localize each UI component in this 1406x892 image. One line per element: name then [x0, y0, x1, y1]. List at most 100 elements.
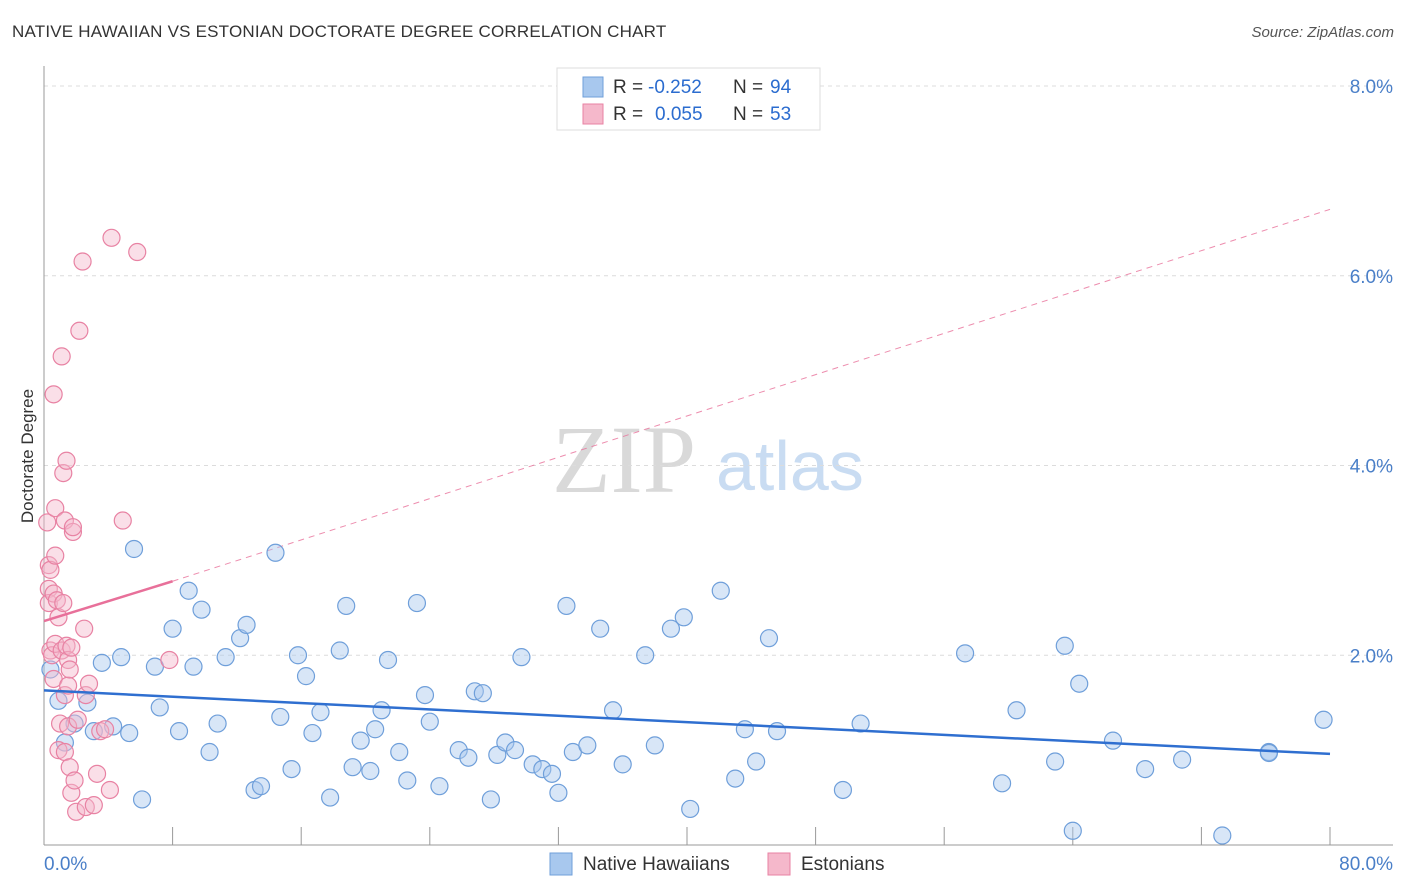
series-legend: Native Hawaiians Estonians: [549, 852, 884, 876]
estonians-point-11: [44, 385, 63, 404]
estonians-point-38: [70, 321, 89, 340]
native-hawaiians-point-47: [430, 777, 449, 796]
native-hawaiians-point-82: [1007, 701, 1026, 720]
native-hawaiians-point-87: [1103, 731, 1123, 750]
native-hawaiians-points: [41, 539, 1333, 845]
native-hawaiians-point-56: [512, 648, 531, 667]
native-hawaiians-point-20: [208, 714, 227, 733]
stats-legend: R = -0.252 N = 94 R = 0.055 N = 53: [556, 67, 821, 131]
native-hawaiians-point-45: [415, 685, 435, 705]
native-hawaiians-point-84: [1055, 636, 1074, 655]
estonians-point-14: [49, 741, 68, 760]
y-tick-label-1: 4.0%: [1350, 457, 1393, 478]
y-tick-label-3: 8.0%: [1350, 77, 1393, 98]
estonians-point-17: [52, 347, 71, 366]
native-hawaiians-point-88: [1136, 759, 1155, 779]
y-tick-labels: 2.0% 4.0% 6.0% 8.0%: [1350, 77, 1393, 667]
estonians-point-35: [65, 771, 84, 790]
gridlines: [44, 85, 1393, 656]
estonians-point-39: [73, 252, 92, 271]
trend-lines: [43, 580, 1331, 756]
native-hawaiians-point-44: [407, 593, 427, 613]
native-hawaiians-point-35: [337, 596, 356, 616]
native-hawaiians-point-55: [505, 741, 525, 760]
legend-n-label-2: N =: [733, 104, 763, 125]
native-hawaiians-point-51: [473, 684, 492, 703]
estonians-point-44: [84, 796, 103, 815]
native-hawaiians-point-4: [78, 693, 97, 712]
estonians-point-49: [102, 228, 121, 247]
legend-swatch-native-hawaiians: [582, 76, 604, 98]
legend-r-label-2: R =: [613, 104, 643, 125]
native-hawaiians-point-23: [237, 615, 256, 634]
native-hawaiians-point-0: [41, 660, 60, 679]
legend-swatch-estonians: [582, 103, 604, 125]
native-hawaiians-point-67: [636, 646, 655, 665]
bottom-legend-estonians: Estonians: [801, 854, 884, 875]
native-hawaiians-point-90: [1213, 826, 1232, 845]
estonians-point-20: [54, 593, 73, 613]
native-hawaiians-point-72: [711, 581, 730, 600]
estonians-point-4: [41, 560, 60, 579]
native-hawaiians-point-58: [533, 759, 552, 779]
estonians-point-32: [62, 638, 81, 657]
estonians-point-47: [95, 720, 115, 739]
estonians-point-30: [60, 660, 79, 679]
estonians-point-43: [79, 674, 99, 693]
native-hawaiians-point-59: [542, 764, 562, 783]
native-hawaiians-point-85: [1063, 821, 1082, 840]
estonians-point-40: [75, 619, 94, 638]
native-hawaiians-point-43: [398, 771, 417, 790]
estonians-points: [38, 228, 179, 821]
estonians-point-24: [57, 451, 76, 470]
axes: [43, 66, 1393, 846]
native-hawaiians-point-40: [372, 701, 391, 720]
estonians-point-41: [76, 685, 95, 705]
native-hawaiians-point-42: [390, 742, 409, 762]
native-hawaiians-point-25: [251, 777, 271, 796]
estonians-point-51: [128, 242, 147, 262]
native-hawaiians-point-68: [645, 736, 664, 755]
watermark-zip: ZIP: [552, 406, 696, 513]
native-hawaiians-point-74: [735, 720, 754, 739]
x-tick-label-0: 0.0%: [44, 854, 87, 875]
estonians-point-23: [55, 742, 74, 762]
estonians-point-37: [68, 710, 87, 729]
native-hawaiians-point-64: [591, 619, 610, 638]
native-hawaiians-point-54: [496, 733, 515, 752]
native-hawaiians-point-41: [378, 650, 398, 670]
native-hawaiians-point-5: [84, 722, 103, 741]
native-hawaiians-point-36: [343, 758, 362, 777]
native-hawaiians-point-16: [179, 581, 198, 600]
native-hawaiians-point-86: [1070, 674, 1089, 693]
estonians-point-48: [100, 780, 120, 800]
legend-n-value-2: 53: [770, 104, 791, 125]
estonians-trend-extension-line: [172, 208, 1331, 582]
native-hawaiians-point-79: [851, 714, 870, 733]
native-hawaiians-point-92: [1314, 710, 1333, 729]
estonians-point-34: [63, 518, 83, 537]
native-hawaiians-point-28: [282, 759, 301, 779]
native-hawaiians-point-13: [150, 698, 169, 717]
native-hawaiians-point-9: [120, 723, 139, 743]
native-hawaiians-point-14: [163, 619, 182, 638]
bottom-legend-swatch-native-hawaiians: [549, 852, 573, 876]
native-hawaiians-point-73: [726, 769, 745, 788]
native-hawaiians-point-18: [192, 600, 211, 619]
native-hawaiians-point-89: [1173, 750, 1192, 769]
chart-title: NATIVE HAWAIIAN VS ESTONIAN DOCTORATE DE…: [12, 22, 667, 41]
estonians-point-50: [113, 511, 132, 530]
native-hawaiians-point-17: [184, 657, 203, 676]
native-hawaiians-point-70: [674, 608, 693, 627]
y-tick-label-0: 2.0%: [1350, 646, 1393, 667]
native-hawaiians-point-52: [481, 790, 500, 809]
y-axis-title: Doctorate Degree: [18, 389, 37, 523]
native-hawaiians-point-49: [459, 748, 478, 767]
legend-r-value-2: 0.055: [655, 104, 703, 125]
native-hawaiians-point-30: [296, 667, 316, 686]
estonians-point-9: [46, 546, 65, 565]
x-tick-label-1: 80.0%: [1339, 854, 1393, 875]
estonians-point-28: [59, 717, 78, 736]
native-hawaiians-point-61: [557, 596, 576, 616]
native-hawaiians-point-34: [330, 641, 349, 660]
